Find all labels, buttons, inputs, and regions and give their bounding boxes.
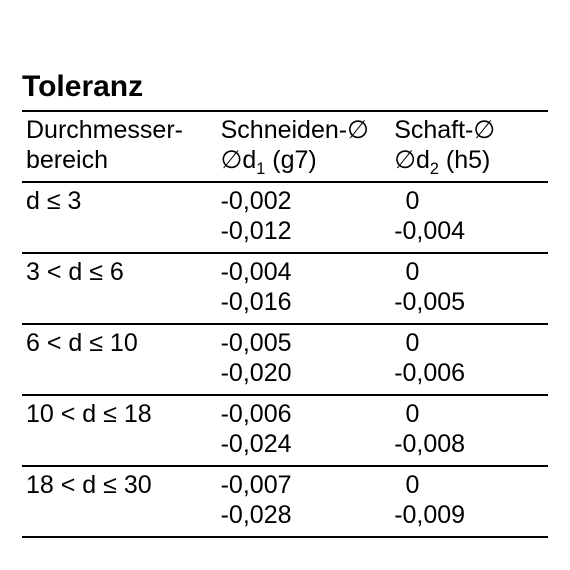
header-fragment: ∅d: [394, 146, 430, 174]
cell-shank-tolerance: 0-0,006: [390, 324, 548, 395]
header-line: Schneiden-∅: [221, 116, 369, 144]
cell-shank-tolerance: 0-0,004: [390, 182, 548, 253]
table-row: 10 < d ≤ 18-0,006-0,0240-0,008: [22, 395, 548, 466]
header-line: ∅d2 (h5): [394, 146, 490, 174]
header-fragment: ∅d: [221, 146, 257, 174]
cell-range: 10 < d ≤ 18: [22, 395, 217, 466]
header-subscript: 1: [256, 160, 265, 178]
header-fragment: (g7): [265, 146, 316, 174]
table-title: Toleranz: [22, 70, 548, 104]
cell-shank-tolerance: 0-0,008: [390, 395, 548, 466]
cell-shank-tolerance: 0-0,005: [390, 253, 548, 324]
cell-range: 3 < d ≤ 6: [22, 253, 217, 324]
cell-shank-tolerance: 0-0,009: [390, 466, 548, 537]
header-fragment: (h5): [439, 146, 490, 174]
header-line: ∅d1 (g7): [221, 146, 317, 174]
cell-cutting-tolerance: -0,005-0,020: [217, 324, 391, 395]
cell-cutting-tolerance: -0,002-0,012: [217, 182, 391, 253]
header-line: Schaft-∅: [394, 116, 495, 144]
cell-cutting-tolerance: -0,004-0,016: [217, 253, 391, 324]
cell-cutting-tolerance: -0,006-0,024: [217, 395, 391, 466]
header-line: bereich: [26, 146, 108, 174]
table-row: 18 < d ≤ 30-0,007-0,0280-0,009: [22, 466, 548, 537]
header-shank-diameter: Schaft-∅ ∅d2 (h5): [390, 111, 548, 182]
cell-range: 6 < d ≤ 10: [22, 324, 217, 395]
header-diameter-range: Durchmesser- bereich: [22, 111, 217, 182]
cell-range: d ≤ 3: [22, 182, 217, 253]
table-row: d ≤ 3-0,002-0,0120-0,004: [22, 182, 548, 253]
cell-cutting-tolerance: -0,007-0,028: [217, 466, 391, 537]
header-line: Durchmesser-: [26, 116, 183, 144]
header-cutting-diameter: Schneiden-∅ ∅d1 (g7): [217, 111, 391, 182]
table-row: 3 < d ≤ 6-0,004-0,0160-0,005: [22, 253, 548, 324]
header-subscript: 2: [430, 160, 439, 178]
cell-range: 18 < d ≤ 30: [22, 466, 217, 537]
table-row: 6 < d ≤ 10-0,005-0,0200-0,006: [22, 324, 548, 395]
tolerance-table: Durchmesser- bereich Schneiden-∅ ∅d1 (g7…: [22, 110, 548, 538]
